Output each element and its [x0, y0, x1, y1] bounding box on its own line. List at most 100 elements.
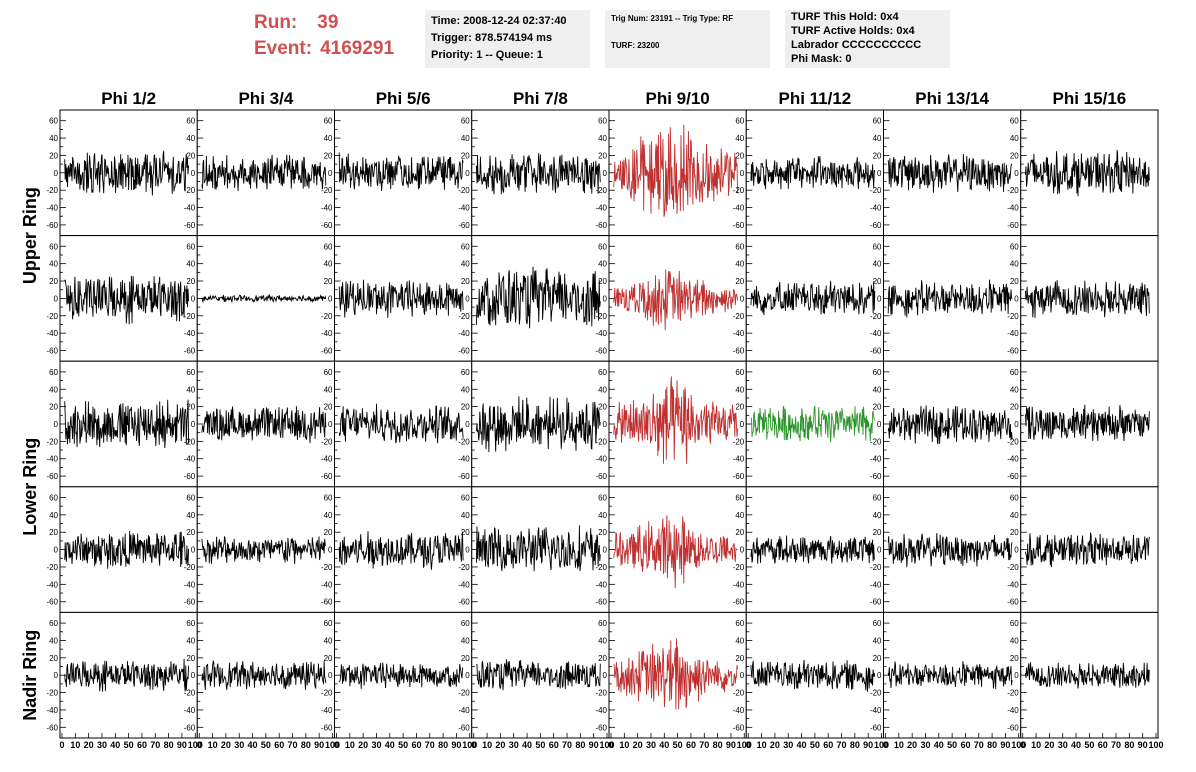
y-tick-label: -20: [595, 689, 607, 698]
y-tick-label: -60: [321, 598, 333, 607]
y-tick-label: -20: [46, 689, 58, 698]
turf-text: TURF: 23200: [611, 41, 660, 50]
y-tick-label: 40: [873, 260, 882, 269]
y-tick-label: 20: [186, 654, 195, 663]
waveform-panel: 60 40 20 0 -20 -40 -60: [458, 109, 610, 237]
y-tick-label: -40: [870, 204, 882, 213]
x-tick-label: 10: [894, 740, 904, 750]
y-tick-label: 40: [1010, 134, 1019, 143]
y-tick-label: 0: [877, 294, 882, 303]
y-tick-label: -20: [321, 186, 333, 195]
y-tick-label: 0: [465, 420, 470, 429]
waveform-trace: [750, 405, 876, 443]
y-tick-label: 0: [328, 671, 333, 680]
y-tick-label: 40: [598, 260, 607, 269]
y-tick-label: -60: [1007, 598, 1019, 607]
waveform-trace: [1024, 404, 1150, 442]
x-tick-label: 30: [646, 740, 656, 750]
y-tick-label: 0: [54, 546, 59, 555]
y-tick-label: -60: [46, 347, 58, 356]
y-tick-label: 40: [873, 385, 882, 394]
y-tick-label: 0: [740, 671, 745, 680]
x-tick-label: 40: [659, 740, 669, 750]
waveform-panel: 60 40 20 0 -20 -40 -60: [870, 235, 1022, 362]
x-tick-label: 90: [451, 740, 461, 750]
y-tick-label: -40: [1007, 329, 1019, 338]
y-tick-label: -20: [733, 312, 745, 321]
x-tick-label: 20: [221, 740, 231, 750]
y-tick-label: 0: [191, 420, 196, 429]
x-tick-label: 90: [314, 740, 324, 750]
x-tick-label: 0: [608, 740, 613, 750]
y-tick-label: -60: [458, 723, 470, 732]
x-tick-label: 60: [274, 740, 284, 750]
y-tick-label: 0: [191, 546, 196, 555]
waveform-trace: [887, 279, 1013, 318]
y-tick-label: -20: [184, 689, 196, 698]
waveform-trace: [887, 661, 1013, 690]
y-tick-label: 20: [461, 277, 470, 286]
waveform-trace: [201, 659, 327, 691]
turf-this-hold-text: TURF This Hold: 0x4: [791, 11, 899, 23]
y-tick-label: -20: [46, 437, 58, 446]
x-tick-label: 40: [248, 740, 258, 750]
x-tick-label: 90: [863, 740, 873, 750]
waveform-trace: [64, 399, 190, 449]
x-tick-label: 40: [522, 740, 532, 750]
y-tick-label: -20: [870, 689, 882, 698]
waveform-panel: 60 40 20 0 -20 -40 -60: [184, 486, 335, 613]
y-tick-label: 60: [1010, 619, 1019, 628]
y-tick-label: -60: [595, 221, 607, 230]
waveform-trace: [613, 638, 739, 710]
waveform-panel: 60 40 20 0 -20 -40 -60: [870, 360, 1022, 488]
y-tick-label: 20: [1010, 403, 1019, 412]
y-tick-label: 60: [873, 619, 882, 628]
x-tick-label: 60: [960, 740, 970, 750]
waveform-panel: 60 40 20 0 -20 -40 -60: [46, 486, 198, 613]
x-tick-label: 90: [589, 740, 599, 750]
x-tick-label: 0: [883, 740, 888, 750]
y-tick-label: 0: [328, 169, 333, 178]
x-tick-label: 90: [1138, 740, 1148, 750]
y-tick-label: 0: [328, 294, 333, 303]
waveform-panel: 60 40 20 0 -20 -40 -60: [184, 235, 335, 362]
y-tick-label: -40: [46, 455, 58, 464]
x-tick-label: 50: [673, 740, 683, 750]
y-tick-label: 40: [324, 511, 333, 520]
x-tick-label: 100: [462, 740, 477, 750]
y-tick-label: -60: [595, 598, 607, 607]
y-tick-label: -40: [46, 329, 58, 338]
y-tick-label: -20: [458, 437, 470, 446]
waveform-trace: [201, 406, 327, 444]
y-tick-label: -40: [458, 329, 470, 338]
event-label: Event:: [254, 38, 313, 59]
y-tick-label: -40: [733, 455, 745, 464]
x-tick-label: 60: [137, 740, 147, 750]
x-tick-label: 70: [150, 740, 160, 750]
y-tick-label: -60: [321, 221, 333, 230]
y-tick-label: 60: [873, 493, 882, 502]
y-tick-label: -20: [595, 563, 607, 572]
waveform-trace: [613, 376, 739, 465]
waveform-panel: 60 40 20 0 -20 -40 -60: [46, 360, 198, 488]
labrador-text: Labrador CCCCCCCCCC: [791, 39, 922, 51]
waveform-panel: 60 40 20 0 -20 -40 -60: [595, 109, 747, 237]
y-tick-label: 20: [873, 654, 882, 663]
y-tick-label: -20: [1007, 186, 1019, 195]
x-tick-label: 60: [823, 740, 833, 750]
y-tick-label: -40: [595, 329, 607, 338]
x-tick-label: 80: [713, 740, 723, 750]
waveform-trace: [613, 269, 739, 331]
x-tick-label: 100: [874, 740, 889, 750]
x-tick-label: 30: [1058, 740, 1068, 750]
y-tick-label: -20: [1007, 563, 1019, 572]
y-tick-label: -20: [733, 689, 745, 698]
trig-info-box: Trig Num: 23191 -- Trig Type: RF TURF: 2…: [605, 10, 770, 68]
y-tick-label: 0: [877, 546, 882, 555]
y-tick-label: 40: [735, 134, 744, 143]
y-tick-label: 60: [324, 493, 333, 502]
y-tick-label: 20: [461, 528, 470, 537]
y-tick-label: -20: [46, 312, 58, 321]
column-label: Phi 9/10: [645, 89, 709, 108]
